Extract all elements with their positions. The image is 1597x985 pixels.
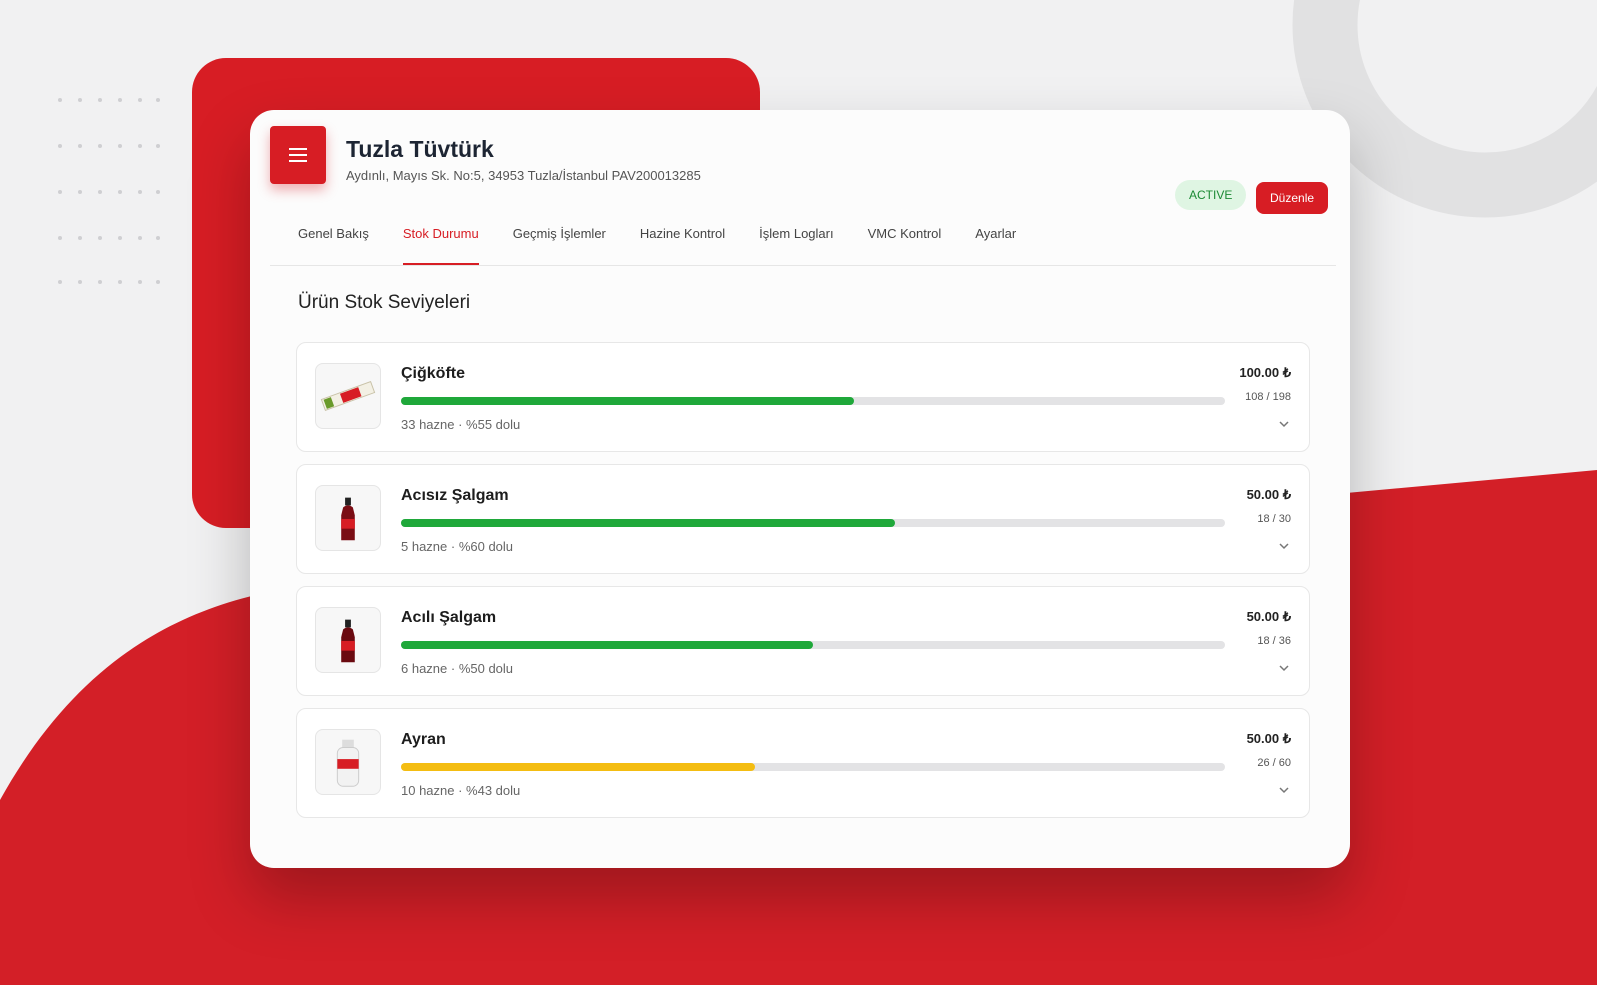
tab[interactable]: İşlem Logları: [759, 226, 834, 241]
product-row: Çiğköfte 33 hazne · %55 dolu 100.00 ₺ 108 /…: [296, 342, 1310, 452]
tab[interactable]: Hazine Kontrol: [639, 226, 726, 241]
tab[interactable]: Geçmiş İşlemler: [512, 226, 606, 241]
tab-bar: Genel Bakış Stok Durumu Geçmiş İşlemler Haz…: [270, 206, 1336, 266]
menu-button[interactable]: [270, 126, 326, 184]
product-row: Acılı Şalgam 6 hazne · %50 dolu 50.00 ₺ 18 …: [296, 586, 1310, 696]
edit-button[interactable]: Düzenle: [1256, 182, 1329, 214]
section-title: Ürün Stok Seviyeleri: [298, 292, 471, 313]
stock-meta: 5 hazne · %60 dolu: [401, 539, 514, 554]
stock-fill: [401, 641, 813, 649]
product-name: Ayran: [401, 731, 446, 748]
tab[interactable]: Stok Durumu: [402, 206, 479, 265]
stock-fill: [401, 763, 756, 771]
product-name: Çiğköfte: [401, 365, 465, 382]
product-row: Acısız Şalgam 5 hazne · %60 dolu 50.00 ₺ 18…: [296, 464, 1310, 574]
stock-count: 108 / 198: [1245, 391, 1291, 403]
product-image: [315, 363, 381, 429]
stock-fill: [401, 519, 896, 527]
price: 100.00 ₺: [1239, 365, 1291, 380]
price: 50.00 ₺: [1246, 609, 1291, 624]
expand-toggle[interactable]: [1277, 783, 1291, 797]
tab[interactable]: Ayarlar: [975, 226, 1017, 241]
expand-toggle[interactable]: [1277, 661, 1291, 675]
price: 50.00 ₺: [1246, 731, 1291, 746]
stock-fill: [401, 397, 855, 405]
title: Tuzla Tüvtürk: [346, 136, 494, 162]
status-badge: ACTIVE: [1175, 180, 1247, 210]
stock-meta: 6 hazne · %50 dolu: [401, 661, 514, 676]
stock-count: 18 / 36: [1257, 635, 1291, 647]
stock-count: 18 / 30: [1257, 513, 1291, 525]
stock-meta: 33 hazne · %55 dolu: [401, 417, 521, 432]
panel: Tuzla Tüvtürk Aydınlı, Mayıs Sk. No:5, 3…: [250, 110, 1350, 868]
stock-track: [401, 641, 1225, 649]
stock-track: [401, 763, 1225, 771]
price: 50.00 ₺: [1246, 487, 1291, 502]
product-image: [315, 485, 381, 551]
product-name: Acısız Şalgam: [401, 487, 509, 504]
expand-toggle[interactable]: [1277, 539, 1291, 553]
expand-toggle[interactable]: [1277, 417, 1291, 431]
tab[interactable]: VMC Kontrol: [867, 226, 942, 241]
stock-meta: 10 hazne · %43 dolu: [401, 783, 521, 798]
stock-count: 26 / 60: [1257, 757, 1291, 769]
stock-track: [401, 519, 1225, 527]
product-image: [315, 607, 381, 673]
tab[interactable]: Genel Bakış: [298, 226, 369, 241]
product-name: Acılı Şalgam: [401, 609, 497, 626]
product-image: [315, 729, 381, 795]
product-row: Ayran 10 hazne · %43 dolu 50.00 ₺ 26 / 60: [296, 708, 1310, 818]
address: Aydınlı, Mayıs Sk. No:5, 34953 Tuzla/İst…: [346, 168, 701, 183]
stock-track: [401, 397, 1225, 405]
